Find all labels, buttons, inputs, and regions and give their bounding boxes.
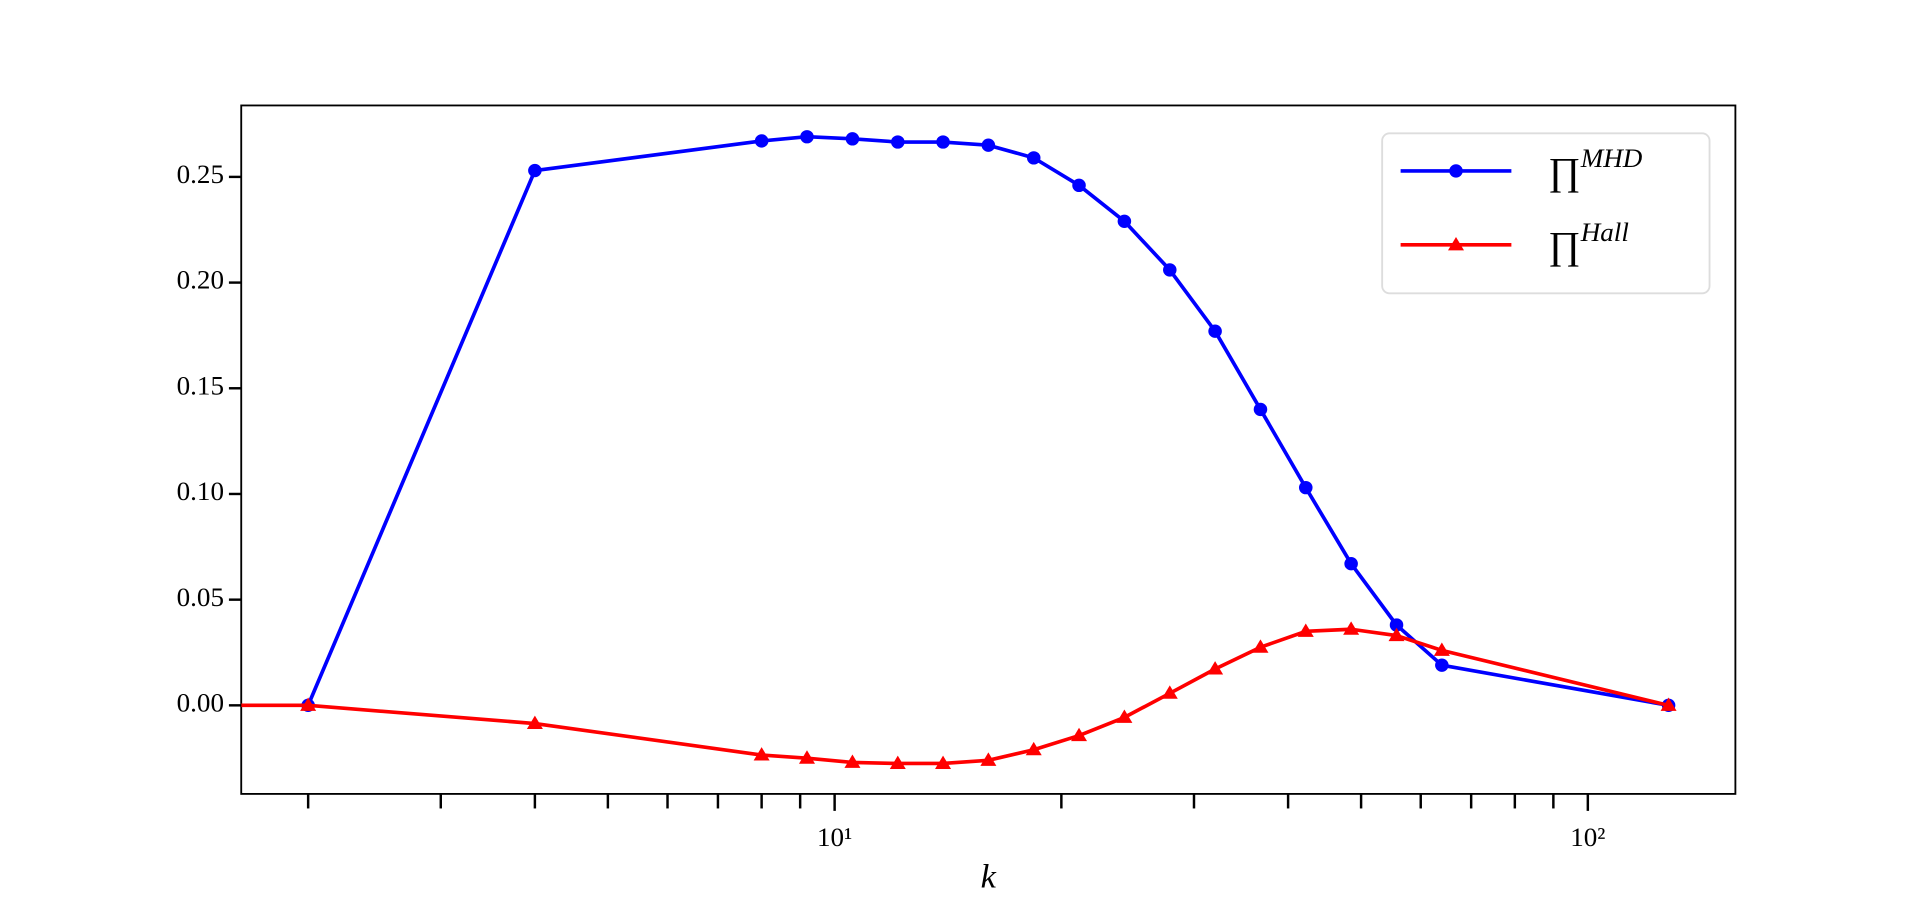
x-tick-label: 10¹ — [817, 822, 852, 852]
marker — [844, 754, 861, 768]
marker — [1435, 658, 1449, 672]
marker — [526, 715, 543, 730]
marker — [980, 752, 997, 766]
y-tick-label: 0.15 — [177, 371, 224, 401]
marker — [845, 132, 860, 146]
legend-marker — [1449, 164, 1463, 178]
y-tick-label: 0.10 — [177, 476, 224, 506]
marker — [1025, 741, 1042, 756]
marker — [754, 134, 769, 148]
y-tick-label: 0.20 — [177, 265, 224, 295]
marker — [1389, 618, 1404, 632]
marker — [981, 138, 996, 152]
marker — [1298, 480, 1313, 495]
marker — [1660, 697, 1677, 711]
legend-label: ∏MHD — [1548, 144, 1642, 194]
legend-marker — [1448, 236, 1464, 251]
marker — [1163, 263, 1177, 277]
legend: ∏MHD ∏Hall — [1381, 132, 1711, 295]
marker — [891, 135, 905, 149]
marker — [800, 130, 814, 144]
plot-area — [73, 130, 1677, 769]
plot-frame — [240, 104, 1737, 795]
legend-label: ∏Hall — [1548, 217, 1629, 267]
marker — [1343, 621, 1360, 635]
marker — [798, 750, 815, 764]
marker — [1208, 324, 1222, 338]
marker — [1344, 557, 1358, 571]
y-tick-label: 0.25 — [177, 159, 224, 189]
marker — [936, 135, 950, 149]
y-tick-label: 0.05 — [177, 582, 224, 612]
marker — [1071, 727, 1088, 742]
marker — [935, 755, 952, 769]
marker — [1252, 639, 1269, 653]
marker — [300, 697, 317, 711]
marker — [1253, 402, 1268, 417]
series-line — [241, 627, 1670, 766]
marker — [1388, 627, 1405, 642]
marker — [753, 747, 770, 761]
marker — [1161, 685, 1178, 699]
marker — [73, 697, 89, 710]
y-tick-label: 0.00 — [177, 688, 224, 718]
marker — [1117, 214, 1132, 228]
marker — [1026, 151, 1041, 165]
x-axis-label: k — [981, 859, 997, 896]
x-tick-label: 10² — [1570, 822, 1605, 852]
marker — [1072, 178, 1086, 193]
marker — [889, 755, 906, 769]
marker — [1207, 661, 1224, 675]
marker — [1116, 709, 1133, 723]
marker — [1433, 642, 1450, 656]
marker — [1297, 623, 1314, 637]
marker — [528, 163, 542, 178]
legend-box — [1381, 132, 1711, 295]
